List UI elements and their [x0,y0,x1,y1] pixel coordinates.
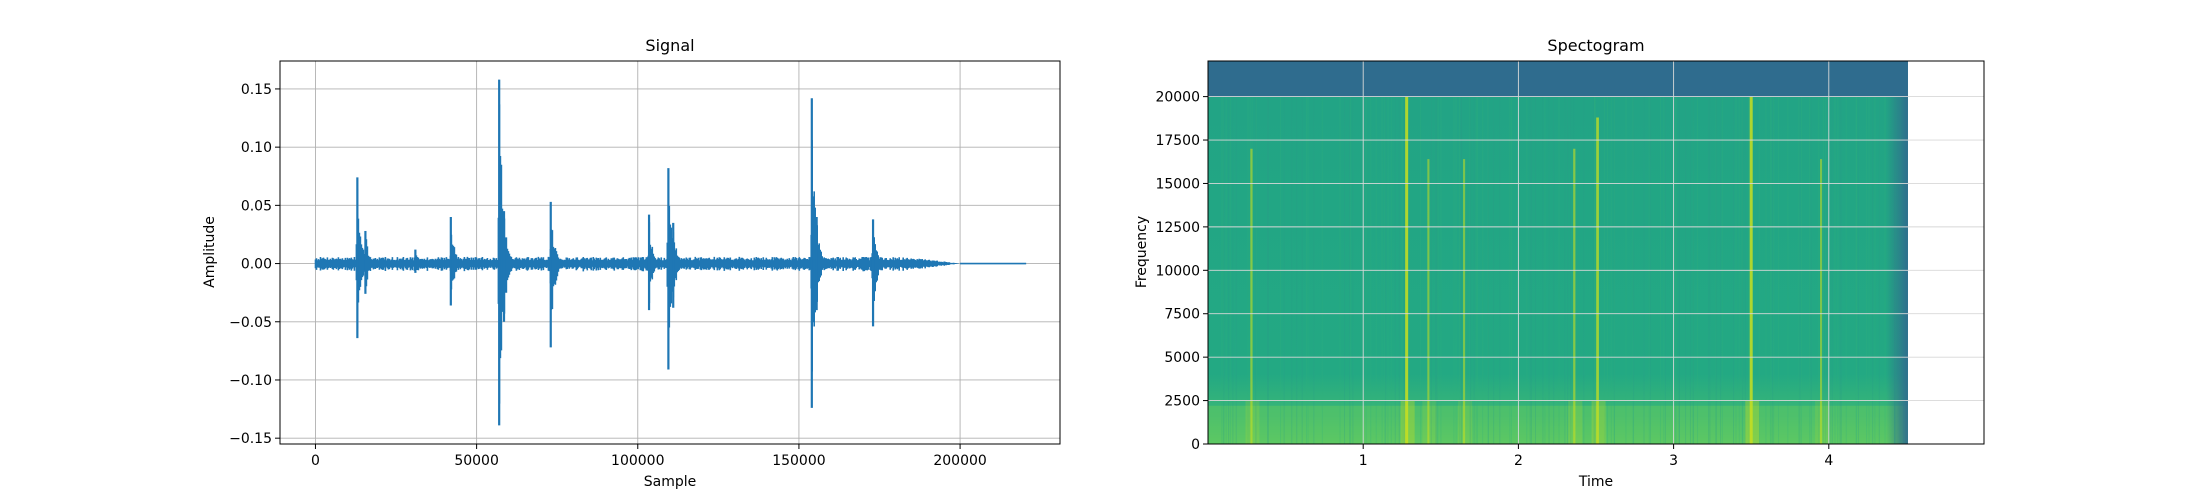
signal-x-label: Sample [644,474,697,490]
signal-y-axis: −0.15 −0.10 −0.05 0.00 0.05 0.10 0.15 [229,82,280,447]
x-tick-label: 50000 [454,453,499,469]
spectrogram-y-label: Frequency [1134,216,1150,288]
y-tick-label: 10000 [1155,263,1200,279]
y-tick-label: 7500 [1164,307,1200,323]
spectrogram-image [1208,61,1908,444]
x-tick-label: 3 [1669,453,1678,469]
y-tick-label: 2500 [1164,394,1200,410]
spectrogram-onset-low [1568,400,1583,444]
spectrogram-onset-low [1591,400,1606,444]
y-tick-label: 0.00 [241,257,272,273]
spectrogram-onset-low [1422,400,1437,444]
signal-chart: Signal 0 50000 100000 150000 200000 −0.15−0.… [202,36,1061,490]
x-tick-label: 0 [311,453,320,469]
y-tick-label: 0.05 [241,198,272,214]
spectrogram-title: Spectogram [1547,36,1644,55]
spectrogram-onset-low [1400,400,1415,444]
spectrogram-chart: Spectogram 1 2 3 4 0 2500 5000 7500 10000 12500 1… [1134,36,1985,490]
spectrogram-x-axis: 1 2 3 4 [1359,444,1833,469]
y-tick-label: 0.15 [241,82,272,98]
spectrogram-onset-low [1458,400,1473,444]
y-tick-label: 12500 [1155,220,1200,236]
y-tick-label: 17500 [1155,133,1200,149]
y-tick-label: 20000 [1155,90,1200,106]
y-tick-label: −0.10 [229,373,272,389]
spectrogram-y-axis: 0 2500 5000 7500 10000 12500 15000 17500 20000 [1155,90,1208,453]
x-tick-label: 1 [1359,453,1368,469]
signal-plot-frame [279,60,1061,445]
spectrogram-onset-low [1745,400,1760,444]
signal-y-label: Amplitude [202,216,218,288]
spectrogram-low-band [1208,405,1908,444]
x-tick-label: 150000 [772,453,825,469]
spectrogram-edge-fade [1885,61,1908,444]
y-tick-label: −0.15 [229,431,272,447]
y-tick-label: 15000 [1155,176,1200,192]
signal-title: Signal [645,36,694,55]
y-tick-label: 5000 [1164,350,1200,366]
spectrogram-onset-low [1815,400,1830,444]
x-tick-label: 4 [1824,453,1833,469]
spectrogram-high-band [1208,61,1908,97]
spectrogram-onset-low [1245,400,1260,444]
x-tick-label: 100000 [611,453,664,469]
signal-waveform [314,104,960,404]
spectrogram-plot-frame [1207,60,1985,445]
y-tick-label: 0.10 [241,140,272,156]
y-tick-label: 0 [1191,437,1200,453]
x-tick-label: 200000 [933,453,986,469]
signal-x-axis: 0 50000 100000 150000 200000 [311,444,987,469]
spectrogram-x-label: Time [1578,474,1613,490]
y-tick-label: −0.05 [229,315,272,331]
signal-series [314,79,1027,426]
x-tick-label: 2 [1514,453,1523,469]
